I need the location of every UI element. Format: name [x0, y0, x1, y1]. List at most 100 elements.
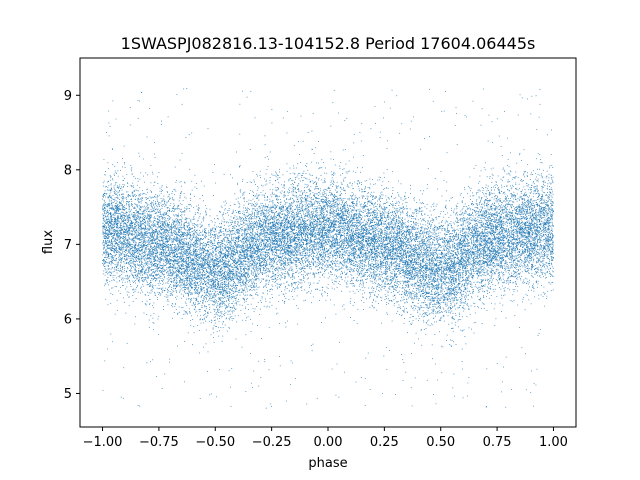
- data-point: [546, 221, 548, 223]
- data-point: [313, 223, 315, 225]
- data-point: [139, 222, 141, 224]
- data-point: [420, 330, 422, 332]
- data-point: [284, 268, 286, 270]
- data-point: [549, 182, 551, 184]
- data-point: [110, 190, 112, 192]
- data-point: [397, 281, 399, 283]
- data-point: [532, 201, 534, 203]
- data-point: [520, 216, 522, 217]
- data-point: [231, 233, 233, 235]
- data-point: [548, 197, 550, 199]
- data-point: [460, 259, 461, 261]
- data-point: [199, 309, 201, 310]
- data-point: [448, 288, 450, 289]
- data-point: [550, 191, 551, 193]
- data-point: [395, 233, 397, 235]
- data-point: [325, 234, 326, 236]
- data-point: [120, 237, 121, 239]
- data-point: [113, 221, 115, 223]
- data-point: [150, 292, 152, 294]
- data-point: [204, 232, 205, 233]
- data-point: [207, 250, 208, 252]
- data-point: [246, 234, 248, 236]
- data-point: [123, 209, 125, 211]
- data-point: [309, 234, 311, 235]
- data-point: [231, 256, 233, 257]
- data-point: [201, 225, 203, 227]
- data-point: [275, 194, 277, 196]
- data-point: [330, 180, 332, 182]
- data-point: [383, 236, 385, 237]
- data-point: [453, 273, 455, 274]
- data-point: [171, 238, 173, 239]
- data-point: [467, 395, 468, 397]
- data-point: [200, 259, 202, 261]
- data-point: [541, 223, 543, 224]
- data-point: [364, 205, 366, 206]
- data-point: [359, 190, 360, 192]
- data-point: [312, 235, 313, 237]
- data-point: [131, 186, 133, 188]
- data-point: [202, 272, 203, 274]
- data-point: [501, 229, 502, 231]
- data-point: [256, 224, 258, 225]
- data-point: [305, 255, 306, 257]
- data-point: [164, 232, 166, 234]
- data-point: [231, 319, 233, 321]
- data-point: [291, 213, 293, 215]
- data-point: [224, 284, 225, 285]
- data-point: [151, 246, 152, 247]
- data-point: [455, 239, 456, 241]
- data-point: [248, 266, 250, 268]
- data-point: [157, 220, 159, 222]
- data-point: [113, 234, 115, 236]
- data-point: [448, 306, 450, 308]
- data-point: [201, 275, 203, 276]
- data-point: [322, 235, 323, 237]
- data-point: [302, 260, 304, 262]
- data-point: [272, 217, 274, 218]
- data-point: [550, 238, 552, 240]
- data-point: [308, 178, 310, 180]
- data-point: [526, 232, 528, 234]
- data-point: [474, 254, 476, 256]
- data-point: [404, 284, 406, 286]
- data-point: [400, 293, 402, 295]
- data-point: [128, 204, 130, 206]
- data-point: [180, 180, 182, 182]
- data-point: [540, 264, 542, 266]
- data-point: [162, 252, 164, 254]
- data-point: [266, 236, 268, 238]
- data-point: [229, 219, 231, 221]
- data-point: [385, 208, 386, 210]
- data-point: [249, 181, 251, 183]
- data-point: [362, 195, 364, 197]
- data-point: [189, 276, 191, 278]
- data-point: [409, 216, 411, 218]
- data-point: [148, 210, 149, 212]
- data-point: [483, 88, 484, 90]
- data-point: [171, 303, 173, 305]
- data-point: [280, 212, 281, 214]
- data-point: [400, 261, 402, 263]
- data-point: [525, 221, 526, 223]
- data-point: [162, 198, 164, 200]
- data-point: [252, 283, 253, 285]
- data-point: [549, 213, 551, 215]
- data-point: [264, 207, 266, 209]
- data-point: [526, 236, 528, 238]
- data-point: [264, 254, 266, 256]
- data-point: [549, 261, 550, 263]
- data-point: [391, 278, 393, 280]
- data-point: [374, 253, 376, 255]
- data-point: [359, 224, 361, 225]
- data-point: [274, 255, 276, 256]
- data-point: [455, 322, 457, 323]
- data-point: [212, 296, 214, 298]
- data-point: [368, 255, 370, 257]
- data-point: [168, 287, 169, 288]
- data-point: [264, 203, 266, 205]
- data-point: [292, 224, 294, 226]
- data-point: [200, 267, 202, 269]
- data-point: [398, 231, 400, 233]
